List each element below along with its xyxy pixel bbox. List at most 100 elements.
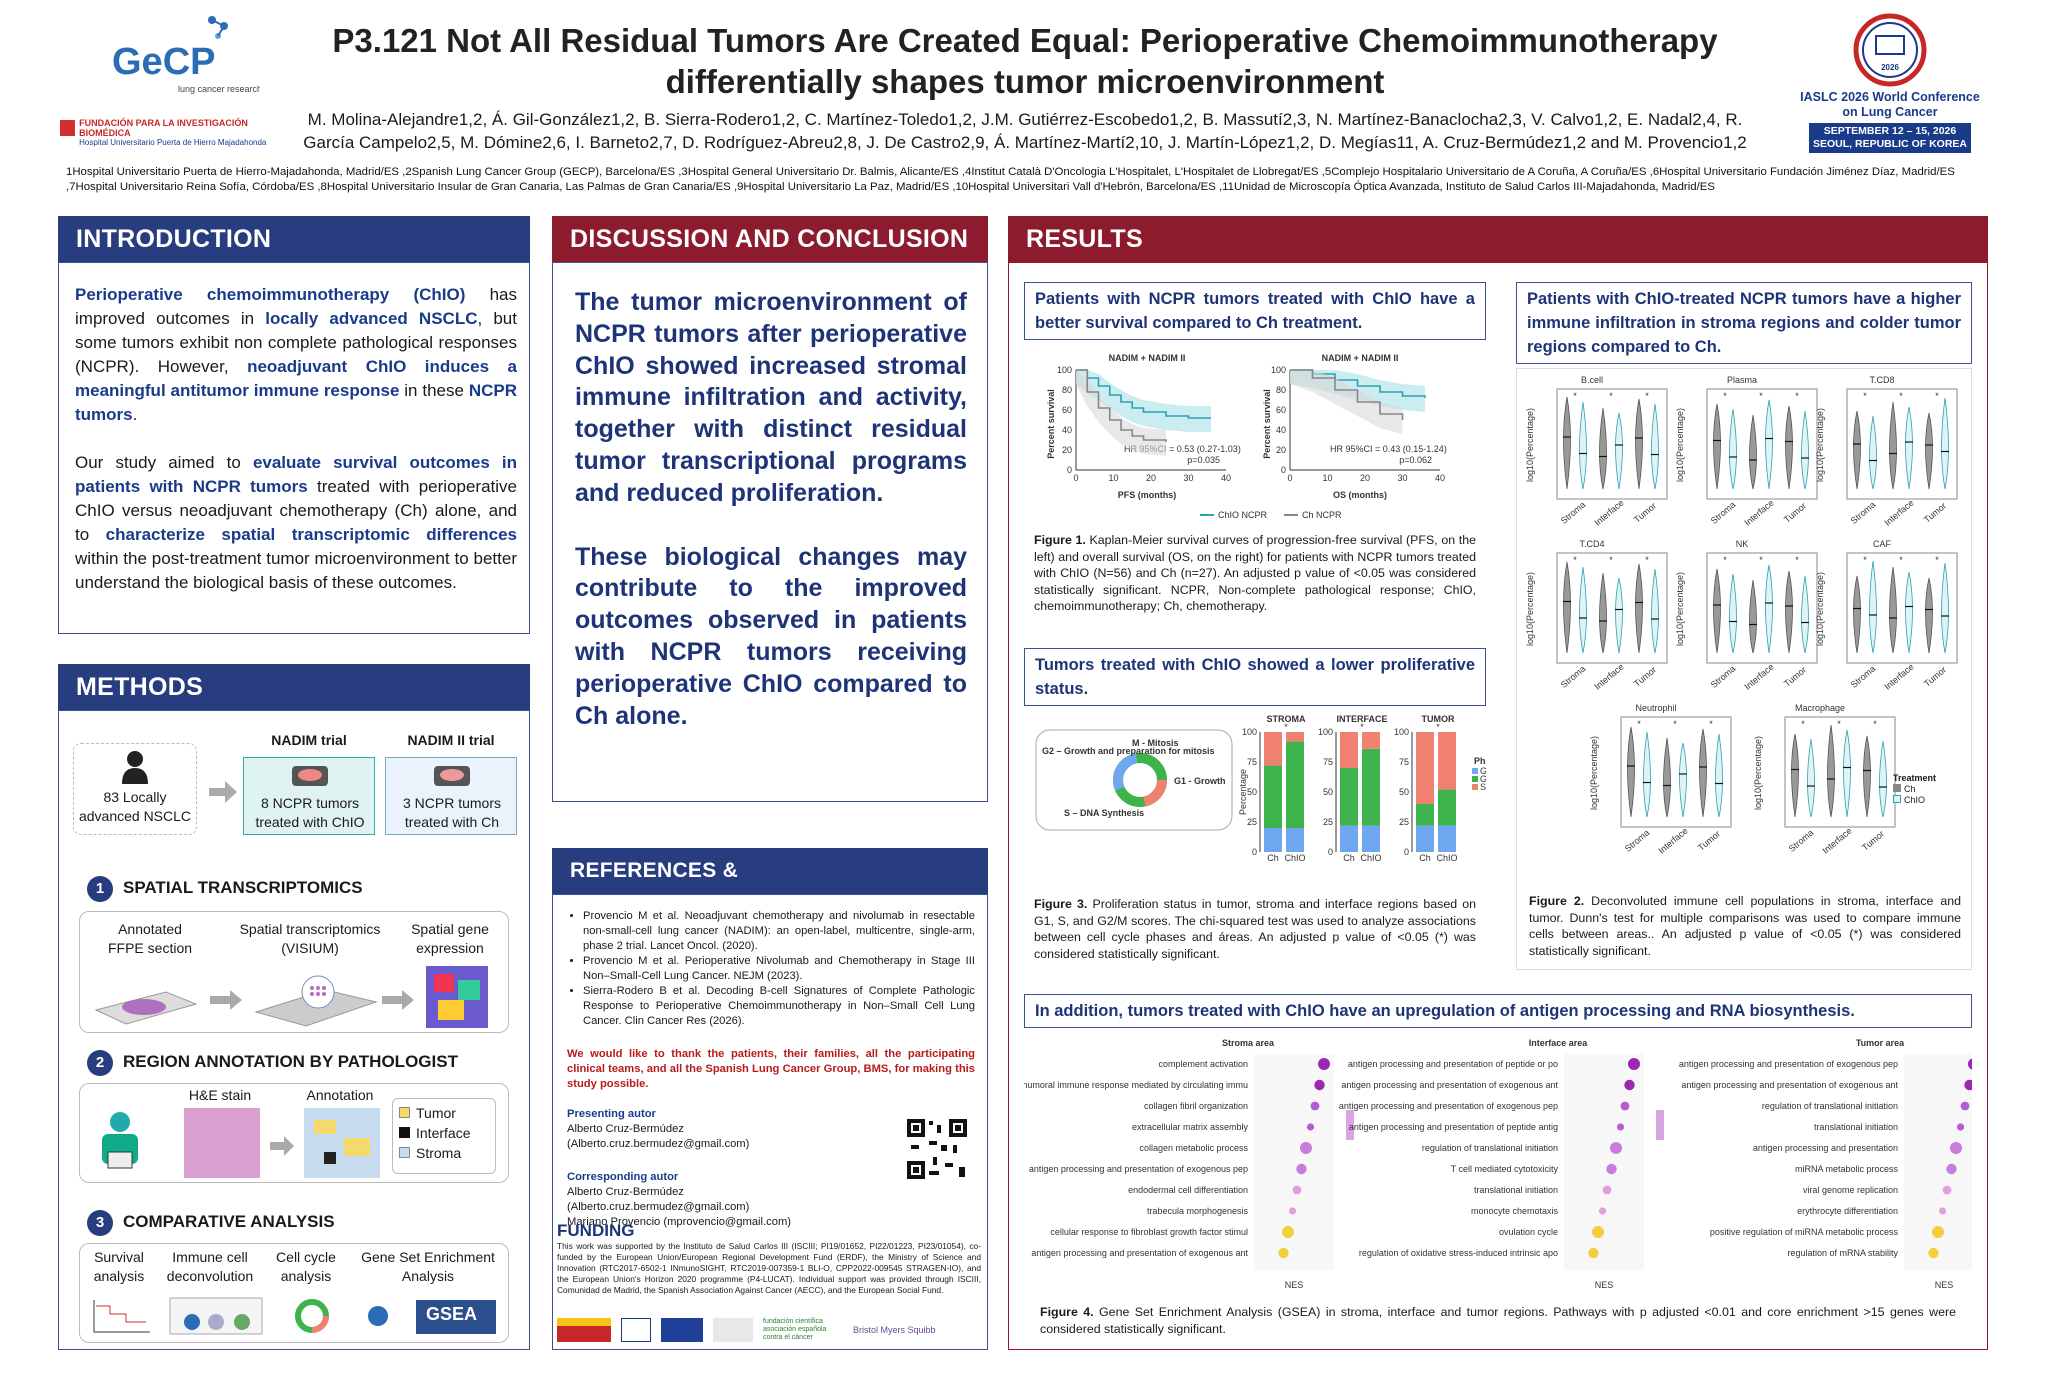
bar-segment-g2m: [1286, 741, 1304, 828]
gsea-term-label: antigen processing and presentation: [1753, 1143, 1898, 1153]
gsea-term-label: antigen processing and presentation of p…: [1348, 1059, 1558, 1069]
bar-tumor-title: TUMOR: [1422, 714, 1455, 724]
spatial-box: Annotated FFPE section Spatial transcrip…: [79, 911, 509, 1033]
bar-y-tick: 75: [1247, 757, 1257, 767]
km-x-tick: 10: [1108, 473, 1118, 483]
he-stain-image: [184, 1108, 260, 1178]
violin-shape: [1615, 412, 1623, 490]
km-chart: NADIM + NADIM II NADIM + NADIM II PFS (m…: [1046, 353, 1447, 520]
violin-x-tick: Stroma: [1559, 664, 1588, 690]
bar-segment-g1: [1286, 828, 1304, 852]
significance-star: *: [1723, 555, 1727, 565]
violin-panel-frame: [1706, 552, 1818, 664]
violin-panel-title: Macrophage: [1795, 703, 1845, 713]
violin-panel-title: T.CD8: [1869, 375, 1894, 385]
tissue-icon: [292, 766, 328, 786]
violin-y-label: log10(Percentage): [1753, 736, 1763, 810]
gsea-dot: [1606, 1163, 1617, 1175]
violin-shape: [1941, 562, 1949, 654]
km-x-tick: 0: [1073, 473, 1078, 483]
gecp-logo: GeCP lung cancer research: [100, 8, 262, 108]
nadim2-box: 3 NCPR tumors treated with Ch: [385, 757, 517, 835]
violin-shape: [1663, 737, 1671, 818]
violin-panel-title: Neutrophil: [1635, 703, 1676, 713]
violin-shape: [1729, 573, 1737, 654]
violin-x-tick: Interface: [1742, 498, 1775, 528]
significance-star: *: [1284, 722, 1288, 732]
refs-panel: Provencio M et al. Neoadjuvant chemother…: [552, 894, 988, 1350]
gsea-dot: [1628, 1058, 1640, 1070]
violin-shape: [1729, 408, 1737, 490]
gsea-stroma-title: Stroma area: [1222, 1038, 1275, 1048]
gsea-color-scale: [1346, 1110, 1354, 1140]
gsea-term-label: regulation of oxidative stress-induced i…: [1359, 1248, 1558, 1258]
km-x-tick: 20: [1146, 473, 1156, 483]
spatial-illustration: [94, 966, 488, 1028]
foundation-logo: FUNDACIÓN PARA LA INVESTIGACIÓN BIOMÉDIC…: [60, 118, 290, 154]
violin-shape: [1563, 396, 1571, 490]
bar-y-tick: 75: [1323, 757, 1333, 767]
violin-x-tick: Interface: [1742, 662, 1775, 692]
violin-figure: B.cell log10(Percentage) Stroma * Interface *…: [1516, 368, 1972, 970]
km-x-tick: 10: [1322, 473, 1332, 483]
intro-heading: INTRODUCTION: [58, 216, 530, 262]
km-x-tick: 40: [1221, 473, 1231, 483]
violin-panel-frame: [1846, 552, 1958, 664]
violin-panel-title: B.cell: [1581, 375, 1603, 385]
arrow-icon: [270, 1136, 294, 1156]
violin-x-tick: Interface: [1656, 826, 1689, 856]
corresponding-email[interactable]: Alberto Cruz-Bermúdez (Alberto.cruz.berm…: [567, 1186, 750, 1213]
violin-shape: [1843, 729, 1851, 818]
discussion-heading: DISCUSSION AND CONCLUSION: [552, 216, 988, 262]
presenting-email[interactable]: Alberto Cruz-Bermúdez (Alberto.cruz.berm…: [567, 1123, 750, 1150]
gsea-chart: Stroma area Interface area Tumor area co…: [1024, 1038, 1972, 1290]
km-y-tick: 40: [1276, 425, 1286, 435]
step-3-title: 3 COMPARATIVE ANALYSIS: [87, 1209, 335, 1236]
gsea-dot: [1282, 1226, 1294, 1238]
km-x-tick: 0: [1287, 473, 1292, 483]
km-y-tick: 60: [1276, 405, 1286, 415]
significance-star: *: [1673, 719, 1677, 729]
violin-x-tick: Stroma: [1849, 500, 1878, 526]
significance-star: *: [1573, 555, 1577, 565]
violin-shape: [1827, 724, 1835, 818]
violin-panel-title: CAF: [1873, 539, 1892, 549]
phase-m-label: M - Mitosis: [1132, 738, 1179, 748]
gsea-term-label: trabecula morphogenesis: [1147, 1206, 1249, 1216]
gsea-term-label: collagen fibril organization: [1144, 1101, 1248, 1111]
bar-category-label: Ch: [1419, 853, 1431, 863]
significance-star: *: [1863, 555, 1867, 565]
phase-s-label: S – DNA Synthesis: [1064, 808, 1144, 818]
violin-panel-title: T.CD4: [1579, 539, 1604, 549]
violin-shape: [1905, 571, 1913, 654]
gsea-term-label: positive regulation of miRNA metabolic p…: [1710, 1227, 1899, 1237]
gsea-dot: [1292, 1185, 1302, 1195]
nadim-box: 8 NCPR tumors treated with ChIO: [243, 757, 375, 835]
gsea-term-label: miRNA metabolic process: [1795, 1164, 1899, 1174]
violin-y-label: log10(Percentage): [1815, 408, 1825, 482]
gsea-term-label: translational initiation: [1814, 1122, 1898, 1132]
qr-code[interactable]: [905, 1117, 969, 1181]
violin-shape: [1635, 398, 1643, 490]
violin-x-tick: Tumor: [1922, 501, 1948, 525]
bar-y-tick: 50: [1399, 787, 1409, 797]
violin-panel-frame: [1556, 552, 1668, 664]
analysis-icons: [93, 1297, 496, 1335]
km-figure: NADIM + NADIM II NADIM + NADIM II PFS (m…: [1024, 342, 1486, 634]
bar-segment-g2m: [1362, 748, 1380, 826]
corresponding-email[interactable]: Mariano Provencio (mprovencio@gmail.com): [567, 1216, 791, 1228]
gsea-dot: [1306, 1123, 1315, 1131]
violin-x-tick: Stroma: [1709, 500, 1738, 526]
gsea-term-label: regulation of translational initiation: [1762, 1101, 1898, 1111]
gsea-dot: [1300, 1142, 1312, 1154]
significance-star: *: [1609, 391, 1613, 401]
gsea-interface-title: Interface area: [1529, 1038, 1589, 1048]
km-y-tick: 0: [1281, 465, 1286, 475]
legend-chio: ChIO NCPR: [1218, 510, 1268, 520]
methods-panel: 83 Locally advanced NSCLC NADIM trial 8 …: [58, 710, 530, 1350]
significance-star: *: [1795, 391, 1799, 401]
violin-shape: [1651, 568, 1659, 654]
cellcycle-chart: M - Mitosis G2 – Growth and preparation …: [1035, 714, 1486, 863]
violin-shape: [1713, 403, 1721, 490]
phase-g2-label: G2 – Growth and preparation for mitosis: [1042, 746, 1215, 756]
